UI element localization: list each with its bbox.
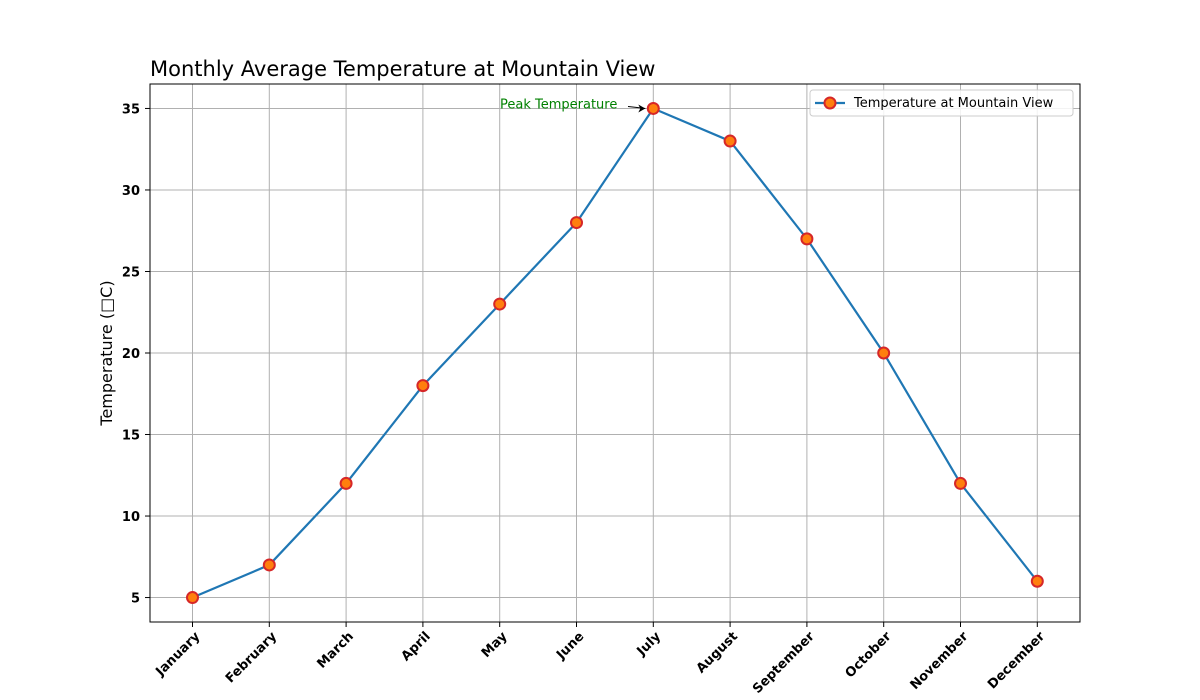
x-tick-label: July xyxy=(634,629,665,660)
x-tick-label: March xyxy=(314,629,356,671)
data-point-may xyxy=(493,297,507,311)
legend-marker-swatch xyxy=(823,96,837,110)
y-tick-label: 15 xyxy=(122,429,140,444)
x-tick-label: January xyxy=(153,629,204,680)
axes: January February March April May June July Augu… xyxy=(122,83,1081,697)
legend-box xyxy=(809,89,1074,117)
y-tick-label: 10 xyxy=(122,510,140,525)
x-tick-label: November xyxy=(908,629,972,693)
annotation-arrow-head xyxy=(638,104,646,113)
y-tick-label: 35 xyxy=(122,102,140,117)
x-tick-label: September xyxy=(750,629,818,697)
plot-frame xyxy=(149,83,1081,623)
data-point-august xyxy=(723,134,737,148)
x-tick-label: May xyxy=(479,629,511,661)
x-tick-label: April xyxy=(399,629,434,664)
legend: Temperature at Mountain View xyxy=(809,89,1074,117)
x-tick-label: August xyxy=(694,629,741,676)
chart-title: Monthly Average Temperature at Mountain … xyxy=(150,57,656,81)
data-point-april xyxy=(416,379,430,393)
temperature-line xyxy=(192,107,1039,599)
x-tick-label: February xyxy=(223,629,281,687)
y-axis-label: Temperature (□C) xyxy=(97,280,116,426)
data-point-july xyxy=(646,101,660,115)
x-tick-label: December xyxy=(985,629,1048,692)
data-point-january xyxy=(186,591,199,605)
data-point-october xyxy=(877,346,891,360)
annotation-layer: Peak Temperature xyxy=(500,97,646,113)
data-point-november xyxy=(954,476,967,490)
data-point-december xyxy=(1030,574,1044,588)
legend-label: Temperature at Mountain View xyxy=(853,96,1054,111)
series-layer xyxy=(186,101,1044,605)
y-tick-label: 5 xyxy=(131,592,140,607)
x-tick-label: June xyxy=(553,629,587,663)
y-tick-label: 25 xyxy=(122,265,140,280)
data-point-september xyxy=(800,232,814,246)
x-tick-label: October xyxy=(843,629,895,681)
data-point-june xyxy=(570,216,583,230)
data-point-march xyxy=(339,476,353,490)
peak-annotation-text: Peak Temperature xyxy=(500,97,617,112)
data-point-february xyxy=(262,558,276,572)
y-tick-label: 20 xyxy=(122,347,140,362)
grid xyxy=(150,84,1080,622)
y-tick-label: 30 xyxy=(122,184,140,199)
